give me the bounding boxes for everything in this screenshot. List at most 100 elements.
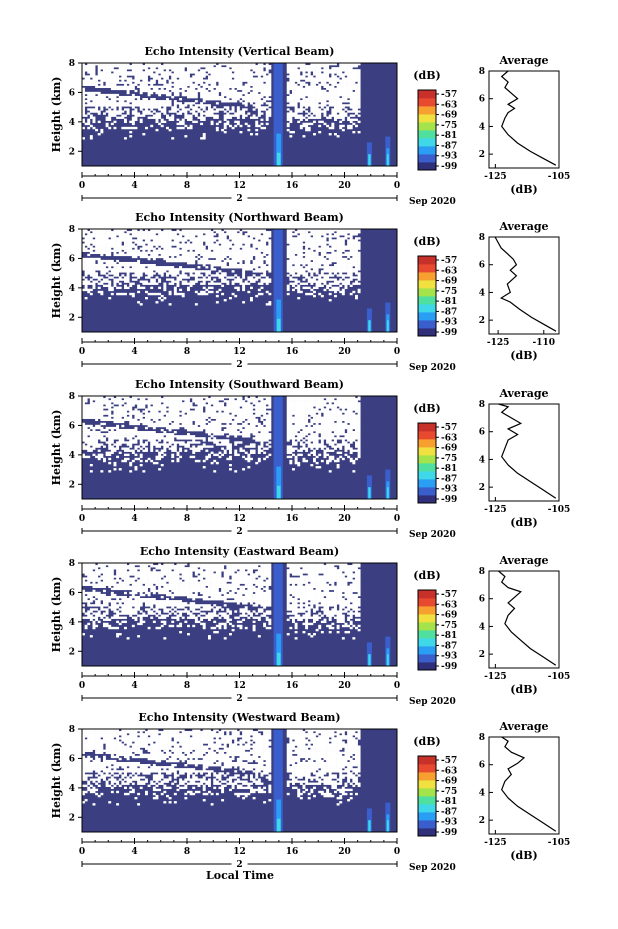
heatmap-gap-cell <box>82 233 85 236</box>
heatmap-gap-cell <box>292 73 295 76</box>
heatmap-gap-cell <box>103 93 106 97</box>
heatmap-gap-cell <box>197 292 201 296</box>
heatmap-gap-cell <box>257 98 261 101</box>
heatmap-gap-cell <box>166 89 169 93</box>
heatmap-gap-cell <box>150 89 154 93</box>
heatmap-gap-cell <box>320 241 324 244</box>
heatmap-gap-cell <box>197 65 201 68</box>
heatmap-gap-cell <box>307 100 311 103</box>
heatmap-gap-cell <box>176 126 180 130</box>
heatmap-gap-cell <box>92 231 96 234</box>
heatmap-gap-cell <box>202 100 206 103</box>
echo-streak <box>368 154 371 166</box>
heatmap-gap-cell <box>318 261 322 265</box>
heatmap-gap-cell <box>328 91 332 95</box>
date-label-bg <box>231 192 248 203</box>
heatmap-gap-cell <box>286 398 290 401</box>
heatmap-gap-cell <box>129 253 133 257</box>
heatmap-gap-cell <box>197 79 201 82</box>
heatmap-gap-cell <box>236 241 240 244</box>
heatmap-gap-cell <box>257 63 261 66</box>
heatmap-gap-cell <box>113 69 117 72</box>
heatmap-gap-cell <box>89 63 93 66</box>
heatmap-gap-cell <box>158 235 162 238</box>
heatmap-gap-cell <box>158 81 162 84</box>
heatmap-gap-cell <box>263 79 267 82</box>
heatmap-gap-cell <box>208 278 211 281</box>
heatmap-gap-cell <box>320 102 324 105</box>
heatmap-gap-cell <box>347 116 351 119</box>
heatmap-gap-cell <box>100 104 104 107</box>
heatmap-gap-cell <box>124 241 127 244</box>
heatmap-gap-cell <box>113 104 117 107</box>
heatmap-gap-cell <box>247 247 251 250</box>
heatmap-gap-cell <box>126 249 130 252</box>
heatmap-gap-cell <box>189 261 193 265</box>
colorbar-unit: (dB) <box>413 69 440 82</box>
heatmap-gap-cell <box>352 106 356 109</box>
heatmap-gap-cell <box>223 243 227 246</box>
heatmap-gap-cell <box>202 255 206 259</box>
heatmap-gap-cell <box>355 264 358 267</box>
heatmap-gap-cell <box>292 91 295 95</box>
heatmap-gap-cell <box>103 229 106 232</box>
heatmap-gap-cell <box>189 102 193 105</box>
heatmap-gap-cell <box>108 126 112 130</box>
heatmap-gap-cell <box>334 112 337 115</box>
heatmap-gap-cell <box>163 79 167 82</box>
heatmap-gap-cell <box>289 85 293 89</box>
heatmap-gap-cell <box>150 104 154 107</box>
heatmap-gap-cell <box>336 89 340 93</box>
heatmap-gap-cell <box>355 247 358 250</box>
heatmap-gap-cell <box>331 243 335 246</box>
heatmap-gap-cell <box>197 274 201 277</box>
heatmap-gap-cell <box>294 268 298 271</box>
heatmap-gap-cell <box>152 79 156 82</box>
heatmap-gap-cell <box>147 112 151 115</box>
heatmap-gap-cell <box>339 233 343 236</box>
heatmap-gap-cell <box>231 65 235 68</box>
heatmap-gap-cell <box>202 65 206 68</box>
heatmap-gap-cell <box>236 91 240 95</box>
heatmap-gap-cell <box>179 71 183 74</box>
heatmap-gap-cell <box>187 257 190 261</box>
heatmap-gap-cell <box>134 400 138 403</box>
heatmap-gap-cell <box>150 282 154 285</box>
heatmap-gap-cell <box>129 284 133 287</box>
heatmap-gap-cell <box>234 73 238 76</box>
heatmap-gap-cell <box>260 108 264 111</box>
heatmap-gap-cell <box>118 292 122 296</box>
heatmap-gap-cell <box>189 110 193 113</box>
heatmap-gap-cell <box>242 245 246 248</box>
heatmap-gap-cell <box>173 63 177 66</box>
heatmap-gap-cell <box>352 259 356 263</box>
heatmap-gap-cell <box>87 233 91 236</box>
heatmap-gap-cell <box>344 282 348 285</box>
heatmap-gap-cell <box>255 87 259 91</box>
heatmap-gap-cell <box>292 69 295 72</box>
heatmap-gap-cell <box>331 266 335 269</box>
heatmap-gap-cell <box>221 249 225 252</box>
heatmap-gap-cell <box>339 87 343 91</box>
heatmap-gap-cell <box>297 253 301 257</box>
heatmap-gap-cell <box>126 280 130 283</box>
heatmap-gap-cell <box>142 81 146 84</box>
heatmap-gap-cell <box>305 114 309 117</box>
heatmap-gap-cell <box>210 79 214 82</box>
heatmap-gap-cell <box>221 284 225 287</box>
heatmap-gap-cell <box>229 83 232 86</box>
heatmap-gap-cell <box>231 257 235 261</box>
heatmap-gap-cell <box>116 259 120 263</box>
heatmap-gap-cell <box>215 282 219 285</box>
heatmap-gap-cell <box>349 65 353 68</box>
heatmap-gap-cell <box>294 243 298 246</box>
heatmap-gap-cell <box>236 93 240 97</box>
heatmap-gap-cell <box>255 237 259 240</box>
heatmap-gap-cell <box>103 233 106 236</box>
heatmap-gap-cell <box>194 229 198 232</box>
heatmap-gap-cell <box>265 398 269 401</box>
heatmap-gap-cell <box>145 402 148 405</box>
heatmap-gap-cell <box>336 259 340 263</box>
heatmap-gap-cell <box>137 95 141 99</box>
heatmap-gap-cell <box>113 112 117 115</box>
